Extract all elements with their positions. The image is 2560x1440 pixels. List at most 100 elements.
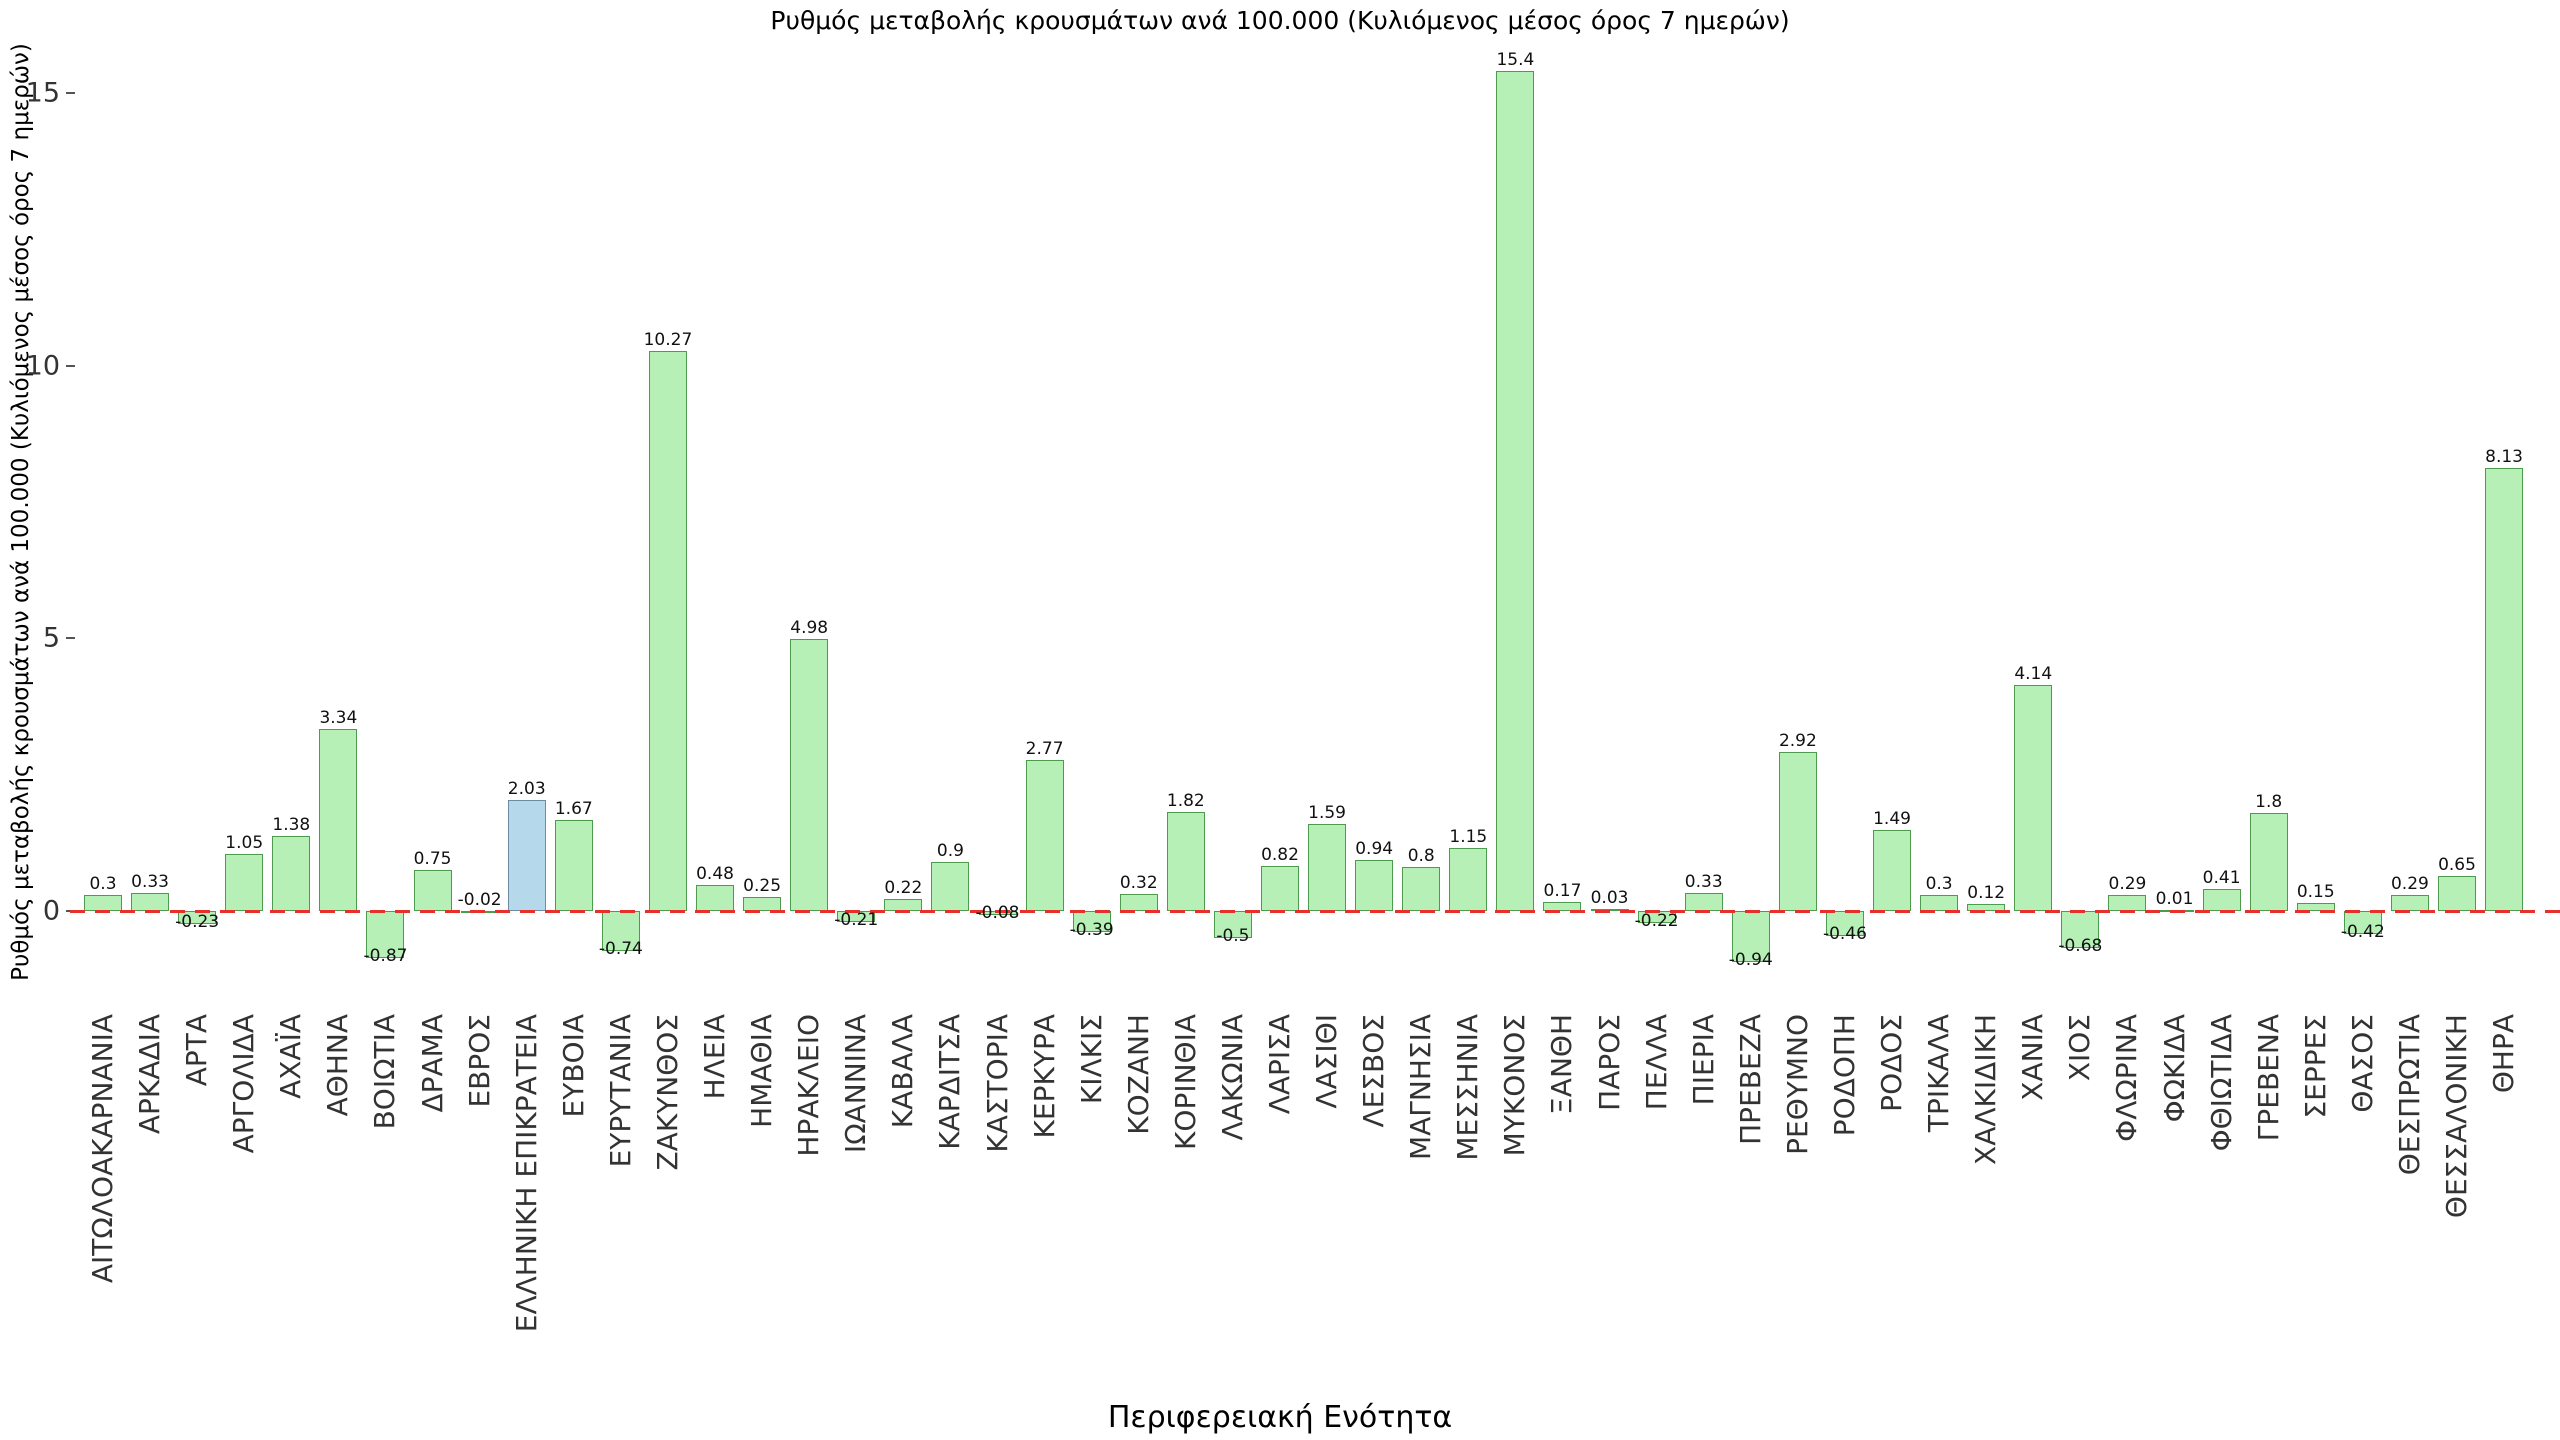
bar bbox=[366, 911, 405, 959]
bar-value-label: 0.75 bbox=[413, 849, 452, 870]
bar-value-label: 0.82 bbox=[1261, 845, 1299, 866]
bar-value-label: 15.4 bbox=[1496, 50, 1535, 71]
x-tick-label: ΑΧΑΪΑ bbox=[274, 1014, 308, 1099]
bar-value-label: 1.67 bbox=[554, 798, 593, 819]
bar-value-label: 1.15 bbox=[1449, 827, 1488, 848]
x-tick-label: ΧΑΛΚΙΔΙΚΗ bbox=[1969, 1014, 2003, 1165]
bar-value-label: 0.8 bbox=[1407, 846, 1435, 867]
x-tick-label: ΗΛΕΙΑ bbox=[698, 1014, 732, 1100]
x-tick-label: ΦΛΩΡΙΝΑ bbox=[2110, 1014, 2144, 1142]
bar-value-label: 0.15 bbox=[2296, 881, 2335, 902]
bar-value-label: 1.05 bbox=[225, 832, 264, 853]
bar bbox=[1449, 848, 1488, 911]
x-tick-label: ΡΟΔΟΣ bbox=[1875, 1014, 1909, 1112]
bar-value-label: 4.98 bbox=[790, 618, 829, 639]
bar-value-label: -0.08 bbox=[975, 903, 1020, 924]
x-tick-label: ΜΥΚΟΝΟΣ bbox=[1498, 1014, 1532, 1157]
bar-value-label: 4.14 bbox=[2014, 664, 2053, 685]
x-tick-label: ΤΡΙΚΑΛΑ bbox=[1922, 1014, 1956, 1133]
bar bbox=[1355, 859, 1394, 911]
x-axis-label: Περιφερειακή Ενότητα bbox=[1107, 1400, 1453, 1435]
x-tick-label: ΚΑΡΔΙΤΣΑ bbox=[933, 1014, 967, 1150]
x-tick-label: ΜΕΣΣΗΝΙΑ bbox=[1451, 1014, 1485, 1161]
x-tick-label: ΘΕΣΣΑΛΟΝΙΚΗ bbox=[2440, 1014, 2473, 1219]
bar-value-label: 0.29 bbox=[2390, 874, 2429, 895]
bar-value-label: 0.01 bbox=[2155, 889, 2194, 909]
bar-value-label: 8.13 bbox=[2485, 446, 2524, 467]
x-tick-label: ΠΡΕΒΕΖΑ bbox=[1733, 1014, 1767, 1145]
bar-value-label: 0.22 bbox=[884, 878, 923, 898]
bar-value-label: -0.87 bbox=[363, 946, 408, 967]
bar-value-label: 0.94 bbox=[1355, 838, 1394, 859]
x-tick-label: ΠΙΕΡΙΑ bbox=[1686, 1014, 1720, 1106]
bar bbox=[1873, 829, 1912, 911]
bar-value-label: -0.23 bbox=[175, 911, 220, 932]
x-tick-label: ΓΡΕΒΕΝΑ bbox=[2251, 1014, 2285, 1142]
x-tick-label: ΡΕΘΥΜΝΟ bbox=[1780, 1014, 1814, 1155]
x-tick-label: ΑΡΓΟΛΙΔΑ bbox=[227, 1014, 261, 1154]
bar bbox=[1402, 867, 1441, 911]
x-tick-label: ΚΟΖΑΝΗ bbox=[1121, 1014, 1155, 1135]
bar-value-label: -0.94 bbox=[1728, 950, 1773, 971]
bar bbox=[1025, 759, 1064, 911]
bar-value-label: 0.12 bbox=[1967, 883, 2006, 904]
bar-value-label: -0.21 bbox=[834, 910, 879, 931]
bar bbox=[2249, 812, 2288, 911]
bar-value-label: 0.9 bbox=[936, 840, 964, 861]
bar-value-label: 0.32 bbox=[1119, 872, 1158, 893]
bar bbox=[272, 835, 311, 911]
bar-value-label: -0.22 bbox=[1634, 910, 1679, 931]
bar-value-label: 2.92 bbox=[1778, 730, 1817, 751]
bar bbox=[554, 819, 593, 911]
zero-dashed-line bbox=[70, 909, 2560, 913]
bar bbox=[2438, 875, 2476, 911]
bar bbox=[601, 911, 640, 952]
x-tick-label: ΚΑΣΤΟΡΙΑ bbox=[980, 1014, 1014, 1153]
bar-value-label: 0.33 bbox=[1684, 872, 1723, 892]
x-tick-label: ΑΙΤΩΛΟΑΚΑΡΝΑΝΙΑ bbox=[86, 1014, 119, 1284]
bar-value-label: 1.8 bbox=[2255, 791, 2283, 812]
x-tick-label: ΠΑΡΟΣ bbox=[1592, 1014, 1626, 1111]
bar-value-label: -0.46 bbox=[1822, 924, 1867, 945]
bar bbox=[696, 884, 735, 911]
bar bbox=[1261, 866, 1299, 911]
bar bbox=[1213, 911, 1252, 939]
bar-value-label: 2.77 bbox=[1025, 738, 1064, 759]
bar-value-label: 0.33 bbox=[131, 872, 170, 892]
x-tick-label: ΑΘΗΝΑ bbox=[321, 1014, 355, 1117]
x-tick-label: ΦΩΚΙΔΑ bbox=[2157, 1014, 2191, 1123]
bar-value-label: 0.17 bbox=[1543, 880, 1582, 901]
x-tick-label: ΛΑΚΩΝΙΑ bbox=[1215, 1014, 1249, 1141]
x-tick-label: ΠΕΛΛΑ bbox=[1639, 1014, 1673, 1111]
bar-value-label: -0.5 bbox=[1216, 926, 1250, 947]
bar bbox=[1684, 893, 1723, 911]
x-tick-label: ΕΒΡΟΣ bbox=[462, 1014, 496, 1108]
x-tick-label: ΑΡΤΑ bbox=[180, 1014, 214, 1087]
bar-value-label: -0.42 bbox=[2340, 921, 2385, 942]
y-tick-label: 0 bbox=[42, 895, 60, 927]
bar bbox=[648, 350, 687, 911]
chart-title: Ρυθμός μεταβολής κρουσμάτων ανά 100.000 … bbox=[770, 6, 1790, 35]
x-tick-label: ΕΥΡΥΤΑΝΙΑ bbox=[603, 1014, 637, 1168]
bar-value-label: 0.03 bbox=[1590, 888, 1629, 909]
bar bbox=[2014, 685, 2053, 911]
bar-value-label: -0.68 bbox=[2058, 936, 2103, 957]
x-tick-label: ΕΛΛΗΝΙΚΗ ΕΠΙΚΡΑΤΕΙΑ bbox=[509, 1014, 543, 1333]
bar-value-label: 0.25 bbox=[743, 876, 782, 897]
x-tick-label: ΧΑΝΙΑ bbox=[2016, 1014, 2050, 1101]
bar-value-label: 2.03 bbox=[507, 779, 546, 800]
bar-value-label: 0.3 bbox=[1925, 873, 1953, 894]
x-tick-label: ΦΘΙΩΤΙΔΑ bbox=[2204, 1014, 2238, 1152]
y-tick-label: 10 bbox=[25, 350, 60, 382]
bar bbox=[790, 639, 829, 911]
bar-value-label: 0.65 bbox=[2438, 854, 2476, 875]
x-tick-label: ΞΑΝΘΗ bbox=[1545, 1014, 1579, 1115]
x-tick-label: ΗΡΑΚΛΕΙΟ bbox=[792, 1014, 826, 1157]
bar-value-label: 10.27 bbox=[643, 329, 693, 350]
x-tick-label: ΡΟΔΟΠΗ bbox=[1827, 1014, 1861, 1137]
bar bbox=[931, 861, 970, 911]
bar bbox=[131, 893, 170, 911]
x-tick-label: ΗΜΑΘΙΑ bbox=[745, 1014, 779, 1128]
bar-value-label: -0.74 bbox=[598, 939, 643, 960]
